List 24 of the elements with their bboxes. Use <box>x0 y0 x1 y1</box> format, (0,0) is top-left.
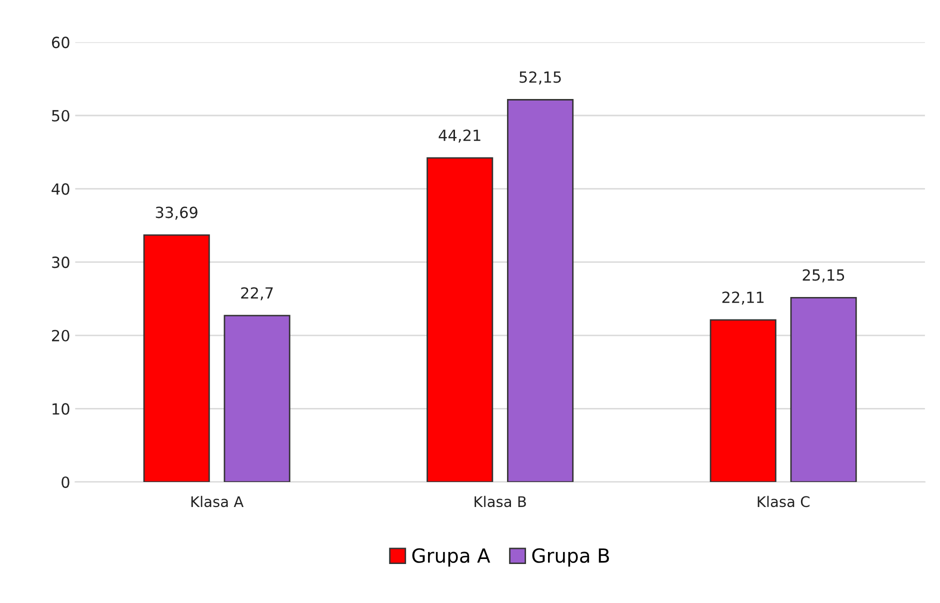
bar <box>710 319 776 482</box>
y-tick-label: 50 <box>52 110 70 122</box>
bar <box>143 234 210 482</box>
data-label: 22,11 <box>722 292 764 305</box>
bar <box>224 314 290 482</box>
x-tick-label: Klasa A <box>191 496 244 508</box>
y-tick-label: 20 <box>52 330 70 342</box>
data-label: 22,7 <box>241 287 273 300</box>
bar <box>507 99 574 482</box>
data-label: 25,15 <box>802 269 844 282</box>
data-label: 52,15 <box>520 71 561 84</box>
y-tick-label: 60 <box>52 36 70 48</box>
legend-label: Grupa B <box>532 548 609 567</box>
data-label: 44,21 <box>438 130 480 143</box>
data-label: 33,69 <box>156 206 198 220</box>
bar <box>426 157 494 482</box>
y-tick-label: 10 <box>52 403 70 415</box>
bar <box>790 296 857 482</box>
x-tick-label: Klasa B <box>474 496 526 508</box>
y-tick-label: 30 <box>52 256 70 268</box>
legend-label: Grupa A <box>412 548 490 567</box>
y-tick-label: 40 <box>52 183 70 195</box>
y-tick-label: 0 <box>62 476 70 488</box>
x-tick-label: Klasa C <box>758 496 810 508</box>
